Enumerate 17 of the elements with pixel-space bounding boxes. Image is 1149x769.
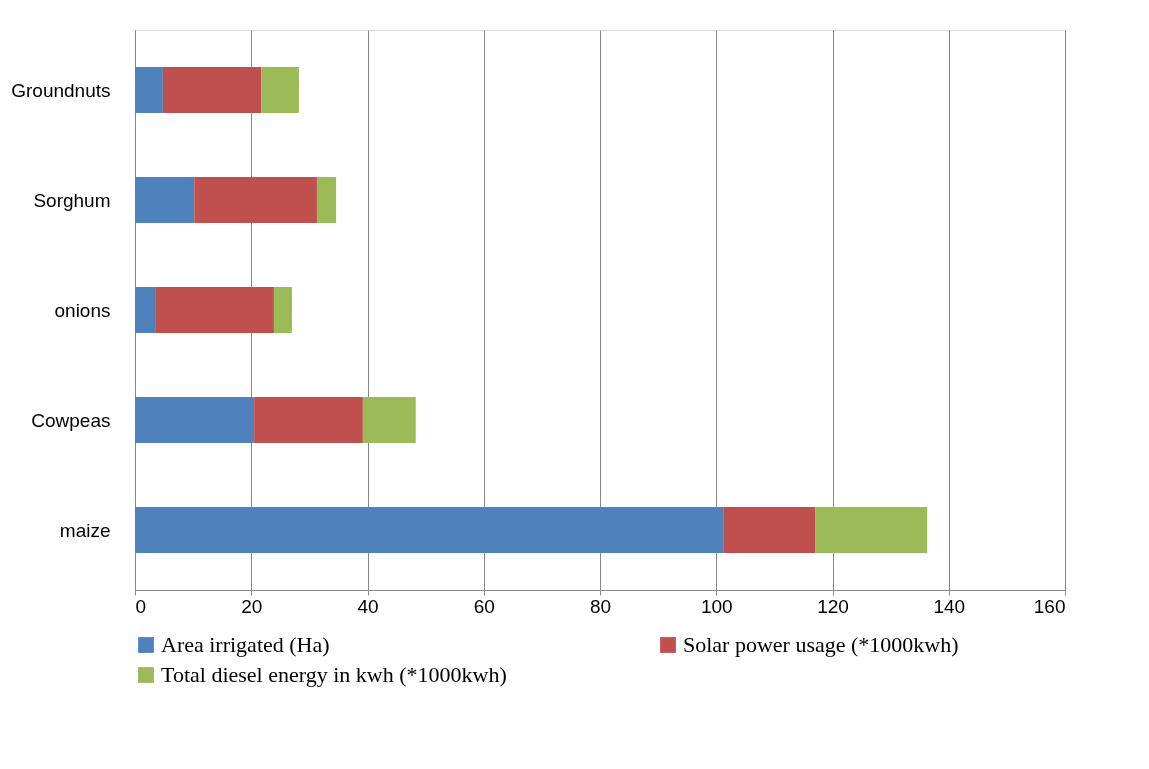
y-tick-label: Cowpeas [31,409,111,431]
x-tick-label: 40 [357,595,379,617]
x-tick-label: 80 [589,595,612,617]
legend-label: Solar power usage (*1000kwh) [683,632,959,657]
x-tick-label: 0 [135,595,147,617]
y-tick-label: Groundnuts [11,79,111,101]
y-tick-label: onions [54,299,111,321]
y-tick-label: Sorghum [33,189,111,211]
legend-label: Area irrigated (Ha) [161,632,330,657]
x-tick-label: 140 [933,595,966,617]
legend-label: Total diesel energy in kwh (*1000kwh) [161,662,507,687]
x-tick-label: 120 [817,595,849,617]
x-tick-label: 20 [241,595,263,617]
y-tick-label: maize [59,519,111,541]
x-tick-label: 60 [473,595,495,617]
x-tick-label: 100 [700,595,733,617]
x-tick-label: 160 [1033,595,1066,617]
